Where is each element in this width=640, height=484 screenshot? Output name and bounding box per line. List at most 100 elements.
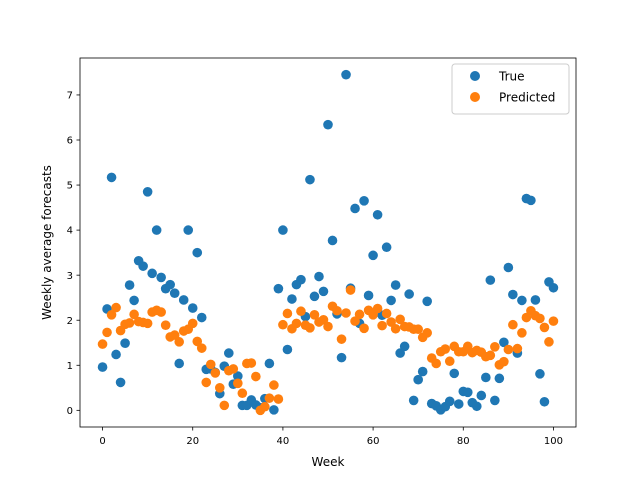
point-predicted xyxy=(237,388,248,399)
point-true xyxy=(165,279,175,290)
point-predicted xyxy=(490,342,500,352)
y-tick-label: 2 xyxy=(67,316,73,327)
point-predicted xyxy=(395,314,405,325)
point-predicted xyxy=(512,343,523,354)
point-true xyxy=(490,395,500,406)
point-true xyxy=(548,282,559,293)
point-predicted xyxy=(485,350,496,361)
point-predicted xyxy=(106,310,117,320)
point-predicted xyxy=(124,318,135,328)
point-predicted xyxy=(205,359,216,370)
y-tick-label: 7 xyxy=(67,91,73,102)
point-true xyxy=(151,225,162,235)
point-true xyxy=(187,303,198,313)
point-predicted xyxy=(544,337,554,347)
point-true xyxy=(350,203,360,214)
point-predicted xyxy=(341,308,351,318)
point-predicted xyxy=(273,394,284,404)
legend-box xyxy=(451,63,570,115)
point-true xyxy=(390,280,401,290)
point-true xyxy=(503,262,514,273)
point-predicted xyxy=(214,383,225,393)
point-true xyxy=(196,312,207,323)
point-true xyxy=(183,225,194,235)
y-axis-ticks: 0 1 2 3 4 5 6 7 xyxy=(67,91,80,417)
point-true xyxy=(413,374,423,385)
point-predicted xyxy=(192,336,203,347)
point-true xyxy=(318,286,329,297)
x-tick-label: 60 xyxy=(367,436,380,447)
point-true xyxy=(314,271,324,282)
point-predicted xyxy=(350,316,360,326)
point-true xyxy=(269,405,279,415)
point-true xyxy=(124,280,135,290)
point-true xyxy=(174,358,184,369)
point-true xyxy=(115,377,126,388)
y-tick-label: 4 xyxy=(67,226,73,237)
point-predicted xyxy=(228,364,239,374)
point-true xyxy=(530,295,541,305)
point-true xyxy=(417,366,428,377)
point-predicted xyxy=(517,328,527,338)
point-predicted xyxy=(499,356,509,367)
point-predicted xyxy=(282,308,293,319)
point-true xyxy=(363,290,374,301)
point-true xyxy=(156,272,166,283)
point-true xyxy=(273,283,284,294)
x-tick-label: 0 xyxy=(99,436,105,447)
point-true xyxy=(224,348,234,358)
point-predicted xyxy=(345,285,356,295)
point-true xyxy=(449,368,460,379)
point-predicted xyxy=(264,393,275,403)
point-predicted xyxy=(296,306,306,317)
point-true xyxy=(178,295,189,305)
point-predicted xyxy=(539,322,550,333)
legend-marker-true xyxy=(470,71,480,81)
point-true xyxy=(296,274,306,285)
y-tick-label: 1 xyxy=(67,361,73,372)
point-true xyxy=(539,396,550,407)
point-predicted xyxy=(102,327,112,338)
point-true xyxy=(408,395,419,406)
point-predicted xyxy=(97,339,108,349)
point-true xyxy=(147,268,157,279)
point-predicted xyxy=(354,309,365,320)
point-predicted xyxy=(201,377,212,388)
point-predicted xyxy=(381,308,392,319)
point-predicted xyxy=(444,356,455,367)
point-true xyxy=(535,369,545,379)
point-predicted xyxy=(174,337,184,347)
point-true xyxy=(309,291,320,302)
point-predicted xyxy=(359,323,369,334)
point-true xyxy=(494,373,505,384)
point-true xyxy=(120,338,130,349)
y-tick-label: 0 xyxy=(67,406,73,417)
point-predicted xyxy=(305,323,315,333)
point-true xyxy=(111,349,121,360)
point-predicted xyxy=(336,334,347,344)
y-axis-label: Weekly average forecasts xyxy=(40,165,54,320)
point-true xyxy=(476,390,487,401)
point-true xyxy=(526,195,536,206)
point-predicted xyxy=(377,320,387,331)
point-true xyxy=(481,372,491,383)
point-predicted xyxy=(169,330,180,340)
point-true xyxy=(138,261,148,271)
point-true xyxy=(422,296,433,307)
point-predicted xyxy=(440,344,451,354)
point-true xyxy=(517,295,527,306)
point-predicted xyxy=(111,302,121,313)
x-axis-label: Week xyxy=(312,455,345,469)
point-true xyxy=(341,69,351,80)
point-true xyxy=(169,288,180,298)
point-true xyxy=(472,401,482,412)
point-predicted xyxy=(413,324,423,335)
point-predicted xyxy=(156,307,166,317)
point-true xyxy=(395,348,405,358)
point-predicted xyxy=(431,358,442,369)
point-true xyxy=(142,187,153,197)
point-true xyxy=(508,289,518,300)
point-true xyxy=(192,247,203,258)
point-true xyxy=(381,242,392,253)
